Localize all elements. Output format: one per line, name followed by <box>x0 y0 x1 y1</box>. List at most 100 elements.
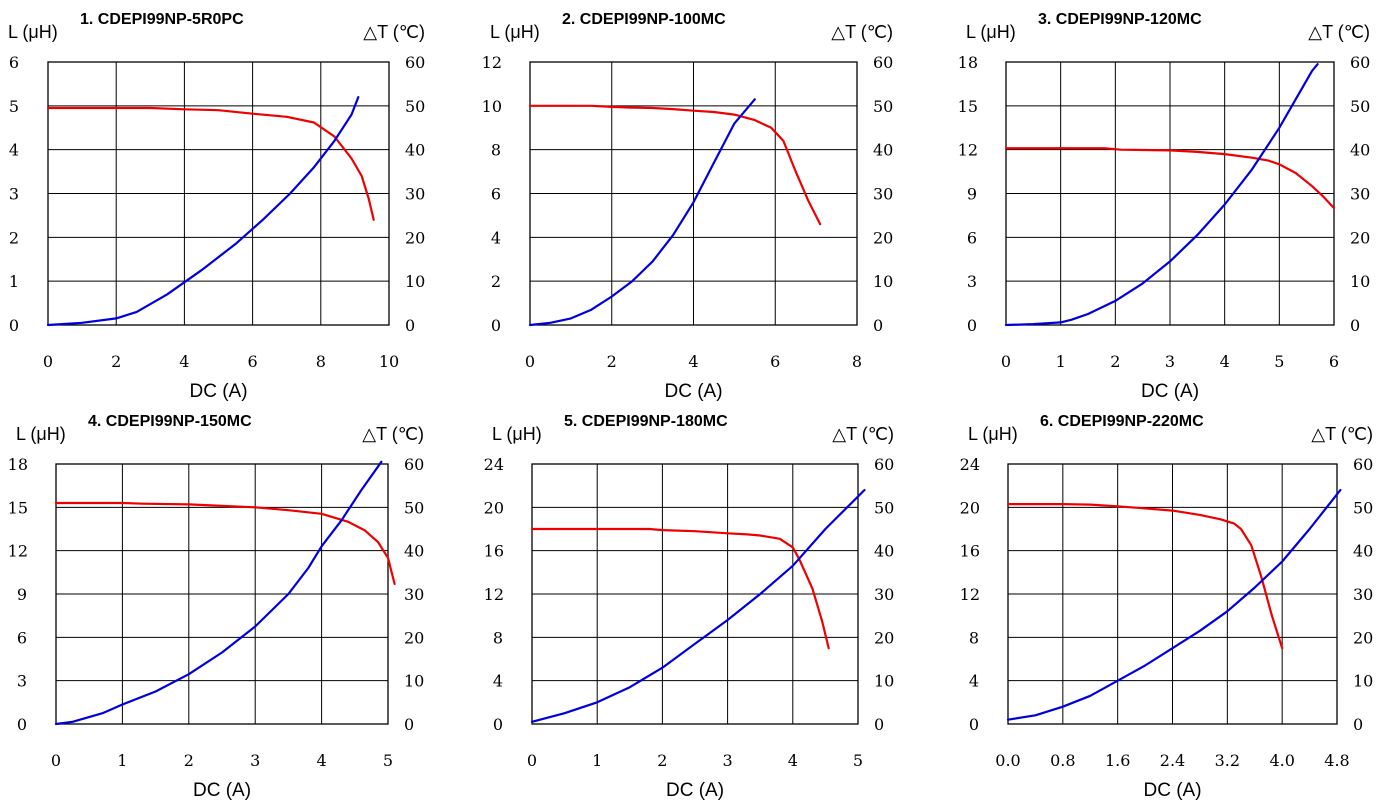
y-right-tick-label: 60 <box>404 455 424 474</box>
x-tick-label: 0 <box>51 751 61 770</box>
y-right-tick-label: 20 <box>404 628 424 647</box>
y-left-tick-label: 3 <box>967 272 977 291</box>
y-right-axis-label: △T (℃) <box>1311 424 1373 444</box>
x-tick-label: 2 <box>607 352 617 371</box>
y-right-axis-label: △T (℃) <box>1308 22 1370 42</box>
y-right-tick-label: 50 <box>1350 97 1370 116</box>
x-tick-label: 2 <box>184 751 194 770</box>
y-left-axis-label: L (μH) <box>968 424 1018 444</box>
y-left-tick-label: 10 <box>482 97 502 116</box>
x-tick-label: 4.0 <box>1269 751 1294 770</box>
chart-title: 4. CDEPI99NP-150MC <box>88 413 252 430</box>
chart-title: 5. CDEPI99NP-180MC <box>564 413 728 430</box>
y-left-tick-label: 12 <box>958 141 978 160</box>
y-right-tick-label: 10 <box>404 672 424 691</box>
x-tick-label: 10 <box>379 352 399 371</box>
plot-frame <box>1007 463 1338 725</box>
y-right-tick-label: 50 <box>874 498 894 517</box>
x-axis-label: DC (A) <box>193 780 251 801</box>
x-tick-label: 0 <box>1001 352 1011 371</box>
x-tick-label: 4 <box>1220 352 1230 371</box>
temperature-rise-series-line <box>1006 488 1342 721</box>
y-right-axis-label: △T (℃) <box>831 22 893 42</box>
y-left-axis-label: L (μH) <box>492 424 542 444</box>
temperature-rise-series-line <box>54 460 383 726</box>
y-right-tick-label: 40 <box>1353 542 1373 561</box>
y-left-tick-label: 0 <box>17 715 27 734</box>
y-left-tick-label: 8 <box>493 628 503 647</box>
y-left-tick-label: 4 <box>9 141 19 160</box>
x-tick-label: 0 <box>525 352 535 371</box>
y-right-axis-label: △T (℃) <box>832 424 894 444</box>
y-left-tick-label: 8 <box>969 628 979 647</box>
y-left-tick-label: 0 <box>491 316 501 335</box>
chart-panel-2: 0 2 4 6 8 10 12 0 10 20 30 40 50 60 0 2 4 6 8 2. CDEPI99NP-… <box>482 11 894 402</box>
y-right-tick-label: 0 <box>404 715 414 734</box>
x-tick-label: 0.0 <box>995 751 1020 770</box>
y-right-tick-label: 0 <box>874 715 884 734</box>
plot-frame <box>55 463 389 725</box>
x-tick-label: 3 <box>250 751 260 770</box>
y-left-tick-label: 0 <box>9 316 19 335</box>
y-right-tick-label: 50 <box>873 97 893 116</box>
x-axis-label: DC (A) <box>666 780 724 801</box>
x-tick-label: 0 <box>527 751 537 770</box>
y-left-tick-label: 6 <box>967 228 977 247</box>
inductance-series-line <box>528 104 822 226</box>
y-left-axis-label: L (μH) <box>490 22 540 42</box>
x-tick-label: 4.8 <box>1324 751 1349 770</box>
temperature-rise-series-line <box>528 98 756 327</box>
y-right-tick-label: 50 <box>1353 498 1373 517</box>
plot-frame <box>1005 61 1335 326</box>
x-tick-label: 0 <box>43 352 53 371</box>
x-tick-label: 2 <box>657 751 667 770</box>
y-right-tick-label: 30 <box>405 185 425 204</box>
y-right-tick-label: 60 <box>405 53 425 72</box>
y-right-tick-label: 40 <box>404 542 424 561</box>
y-right-tick-label: 20 <box>1350 228 1370 247</box>
y-left-axis-label: L (μH) <box>8 22 58 42</box>
x-tick-label: 4 <box>688 352 698 371</box>
y-right-tick-label: 60 <box>1353 455 1373 474</box>
chart-title: 1. CDEPI99NP-5R0PC <box>80 11 244 28</box>
y-right-tick-label: 60 <box>874 455 894 474</box>
y-left-tick-label: 3 <box>9 185 19 204</box>
x-tick-label: 4 <box>317 751 327 770</box>
y-right-tick-label: 40 <box>405 141 425 160</box>
y-left-tick-label: 9 <box>17 585 27 604</box>
y-left-tick-label: 2 <box>9 228 19 247</box>
chart-title: 3. CDEPI99NP-120MC <box>1038 11 1202 28</box>
y-left-tick-label: 4 <box>491 228 501 247</box>
y-right-tick-label: 20 <box>1353 628 1373 647</box>
y-right-tick-label: 20 <box>405 228 425 247</box>
x-tick-label: 1 <box>592 751 602 770</box>
y-left-tick-label: 8 <box>491 141 501 160</box>
y-left-tick-label: 24 <box>960 455 980 474</box>
plot-frame <box>531 463 859 725</box>
y-left-axis-label: L (μH) <box>16 424 66 444</box>
y-left-tick-label: 0 <box>493 715 503 734</box>
y-right-tick-label: 10 <box>873 272 893 291</box>
chart-title: 2. CDEPI99NP-100MC <box>562 11 726 28</box>
y-left-tick-label: 15 <box>8 498 28 517</box>
y-left-tick-label: 5 <box>9 97 19 116</box>
chart-title: 6. CDEPI99NP-220MC <box>1040 413 1204 430</box>
y-right-tick-label: 10 <box>1353 672 1373 691</box>
y-left-tick-label: 12 <box>484 585 504 604</box>
plot-frame <box>529 61 858 326</box>
y-left-axis-label: L (μH) <box>966 22 1016 42</box>
y-left-tick-label: 20 <box>484 498 504 517</box>
y-right-tick-label: 20 <box>874 628 894 647</box>
y-left-tick-label: 18 <box>958 53 978 72</box>
y-left-tick-label: 15 <box>958 97 978 116</box>
y-left-tick-label: 0 <box>969 715 979 734</box>
x-tick-label: 2.4 <box>1160 751 1185 770</box>
y-right-tick-label: 40 <box>874 542 894 561</box>
x-axis-label: DC (A) <box>1143 780 1201 801</box>
y-right-axis-label: △T (℃) <box>363 22 425 42</box>
x-tick-label: 5 <box>853 751 863 770</box>
y-left-tick-label: 6 <box>9 53 19 72</box>
